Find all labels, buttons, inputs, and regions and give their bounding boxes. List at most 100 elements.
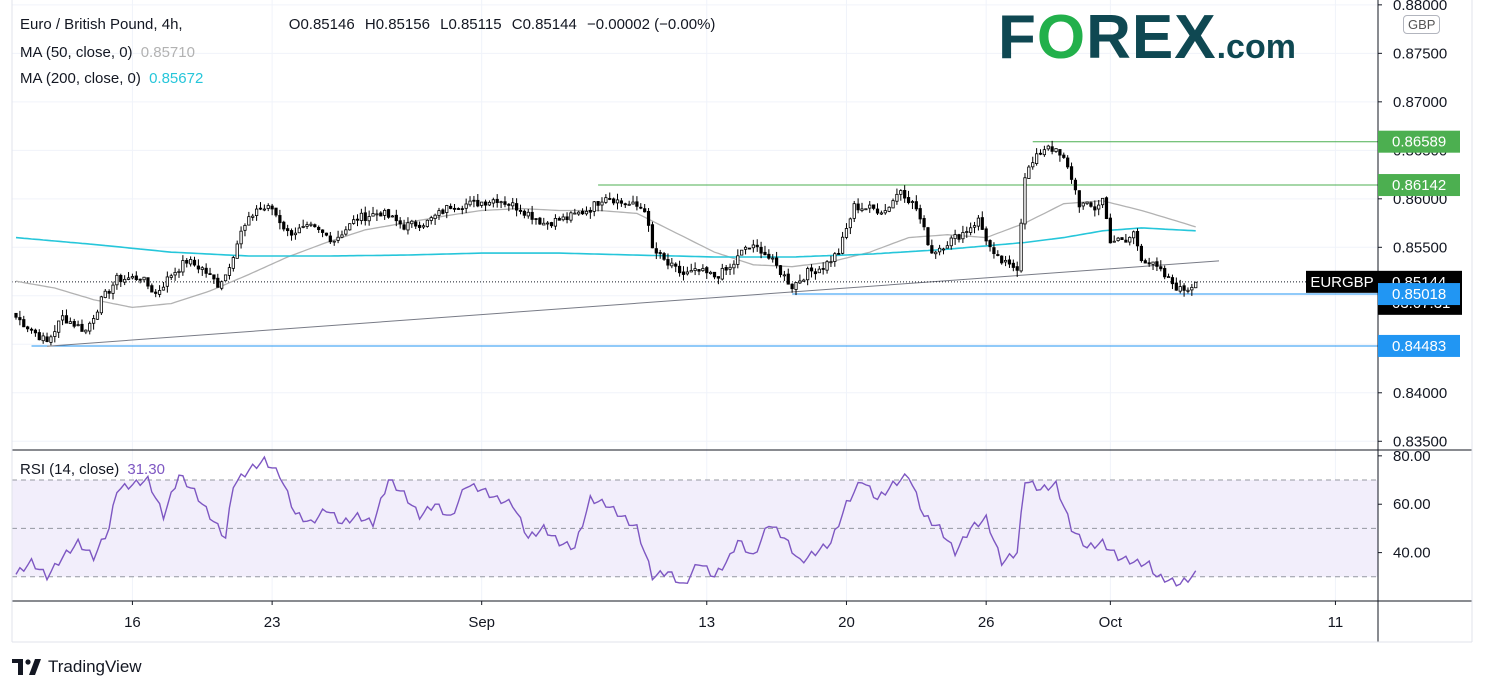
candle-up xyxy=(844,228,849,238)
symbol-title[interactable]: Euro / British Pound, 4h, xyxy=(20,16,183,33)
candle-down xyxy=(856,203,860,211)
support-price-label: 0.84483 xyxy=(1392,338,1446,355)
candle-up xyxy=(57,320,61,333)
candle-up xyxy=(262,208,266,211)
candle-down xyxy=(677,265,682,274)
candle-up xyxy=(169,275,173,278)
candle-down xyxy=(208,273,212,275)
candle-up xyxy=(561,216,565,221)
rsi-line xyxy=(15,455,1197,587)
time-tick-label: 13 xyxy=(698,614,715,631)
candle-up xyxy=(491,199,495,204)
candle-down xyxy=(681,271,686,275)
candle-down xyxy=(608,198,612,200)
candle-up xyxy=(231,257,235,269)
candle-down xyxy=(1143,260,1147,264)
candle-down xyxy=(317,226,321,231)
ma50-legend[interactable]: MA (50, close, 0) 0.85710 xyxy=(20,44,195,61)
candle-up xyxy=(227,267,232,276)
candle-up xyxy=(425,219,429,227)
candle-up xyxy=(743,246,748,250)
time-tick-label: 11 xyxy=(1328,614,1344,631)
candle-up xyxy=(573,212,577,215)
candle-down xyxy=(821,268,825,270)
candle-down xyxy=(635,201,639,207)
time-tick-label: Sep xyxy=(468,614,495,631)
candle-down xyxy=(29,328,34,331)
candle-up xyxy=(464,203,468,209)
candle-down xyxy=(476,199,480,207)
candle-down xyxy=(763,251,767,256)
symbol-tag-label: EURGBP xyxy=(1310,274,1373,291)
candle-up xyxy=(771,257,775,260)
candle-up xyxy=(526,211,530,217)
candle-down xyxy=(1011,262,1015,268)
ma50-value: 0.85710 xyxy=(140,44,195,61)
candle-down xyxy=(809,267,814,272)
rsi-tick-label: 60.00 xyxy=(1393,496,1431,513)
candle-up xyxy=(1003,259,1008,263)
candle-up xyxy=(130,276,135,279)
candle-up xyxy=(868,204,872,209)
candle-up xyxy=(309,223,313,226)
candle-up xyxy=(883,210,887,214)
candle-down xyxy=(456,208,461,210)
candle-up xyxy=(301,225,305,228)
candle-down xyxy=(775,257,779,266)
candle-down xyxy=(1069,166,1074,180)
open-value: 0.85146 xyxy=(300,16,355,33)
candle-down xyxy=(196,265,200,270)
candle-up xyxy=(177,270,181,273)
candle-down xyxy=(1062,154,1066,158)
currency-badge[interactable]: GBP xyxy=(1403,15,1441,34)
candle-up xyxy=(123,278,127,283)
candle-down xyxy=(379,212,383,217)
candle-down xyxy=(538,217,542,225)
rsi-legend[interactable]: RSI (14, close) 31.30 xyxy=(20,461,165,478)
candle-up xyxy=(852,203,856,219)
candle-up xyxy=(584,210,589,215)
candle-down xyxy=(289,230,294,236)
candle-down xyxy=(192,259,197,266)
candle-down xyxy=(138,278,142,281)
trendline xyxy=(47,260,1220,347)
tradingview-logo-icon xyxy=(12,659,41,675)
candle-up xyxy=(976,217,981,227)
ma200-legend[interactable]: MA (200, close, 0) 0.85672 xyxy=(20,70,203,87)
candle-up xyxy=(961,232,965,240)
candle-up xyxy=(297,227,301,234)
candle-up xyxy=(840,236,845,254)
candle-up xyxy=(254,208,259,217)
candle-down xyxy=(918,208,922,220)
candle-up xyxy=(165,276,169,287)
candle-down xyxy=(790,283,794,290)
candle-down xyxy=(747,247,752,250)
candle-up xyxy=(720,267,724,280)
candle-up xyxy=(1054,148,1058,152)
candle-up xyxy=(359,212,363,221)
candle-down xyxy=(398,220,402,225)
candle-up xyxy=(421,225,426,228)
candle-down xyxy=(988,240,992,248)
candle-up xyxy=(825,261,829,271)
candle-down xyxy=(1159,266,1163,270)
candle-up xyxy=(305,224,309,227)
candle-down xyxy=(674,263,678,267)
candle-down xyxy=(26,326,30,330)
tradingview-brand[interactable]: TradingView xyxy=(12,657,142,677)
candle-up xyxy=(429,217,433,221)
candle-up xyxy=(99,296,103,314)
candle-down xyxy=(1073,179,1078,191)
candle-down xyxy=(216,277,220,288)
low-label: L xyxy=(440,16,449,33)
support-price-label: 0.85018 xyxy=(1392,286,1446,303)
resistance-price-box xyxy=(1378,174,1460,197)
candle-up xyxy=(829,261,833,264)
candle-down xyxy=(992,247,996,255)
candle-down xyxy=(515,203,519,211)
candle-up xyxy=(200,267,204,270)
candle-up xyxy=(1042,149,1046,156)
price-tick-label: 0.83500 xyxy=(1393,433,1447,450)
high-value: 0.85156 xyxy=(375,16,430,33)
